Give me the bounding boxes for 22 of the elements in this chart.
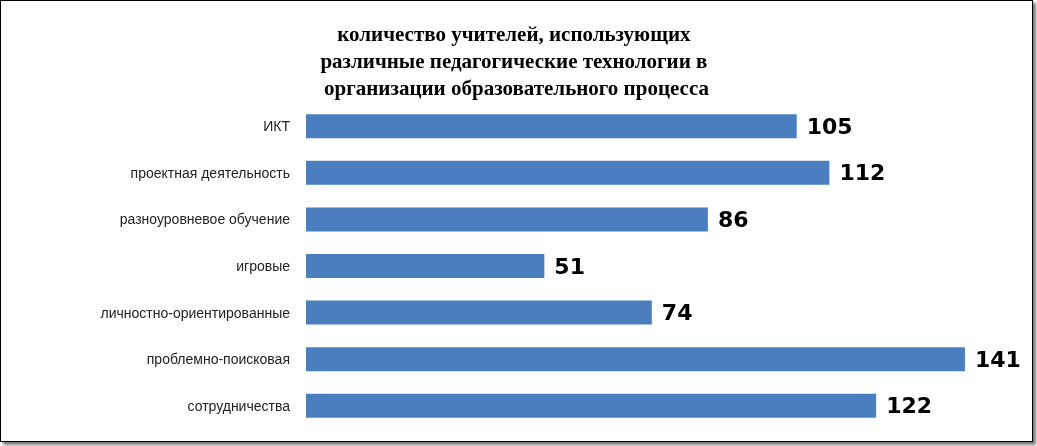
data-label: 74 xyxy=(661,300,693,326)
y-tick-label: личностно-ориентированные xyxy=(100,304,291,321)
y-tick-label: разноуровневое обучение xyxy=(119,211,291,228)
data-label: 112 xyxy=(839,160,886,186)
data-label: 141 xyxy=(974,346,1021,372)
bar xyxy=(306,254,545,278)
data-label: 86 xyxy=(717,206,749,232)
bar xyxy=(306,300,652,325)
y-tick-label: игровые xyxy=(236,258,291,274)
bar xyxy=(306,160,830,185)
bar xyxy=(306,207,708,232)
bar xyxy=(306,393,877,418)
y-tick-label: ИКТ xyxy=(263,118,291,135)
bar xyxy=(306,114,797,139)
y-tick-label: сотрудничества xyxy=(187,397,291,414)
bar xyxy=(306,347,965,372)
data-label: 51 xyxy=(554,253,585,279)
y-tick-label: проблемно-поисковая xyxy=(146,351,290,368)
data-label: 105 xyxy=(806,113,853,139)
data-label: 122 xyxy=(886,393,933,419)
y-tick-label: проектная деятельность xyxy=(130,164,290,181)
chart-title: количество учителей, использующих различные педагогические технологии в организации образовательного процесса xyxy=(320,21,713,100)
